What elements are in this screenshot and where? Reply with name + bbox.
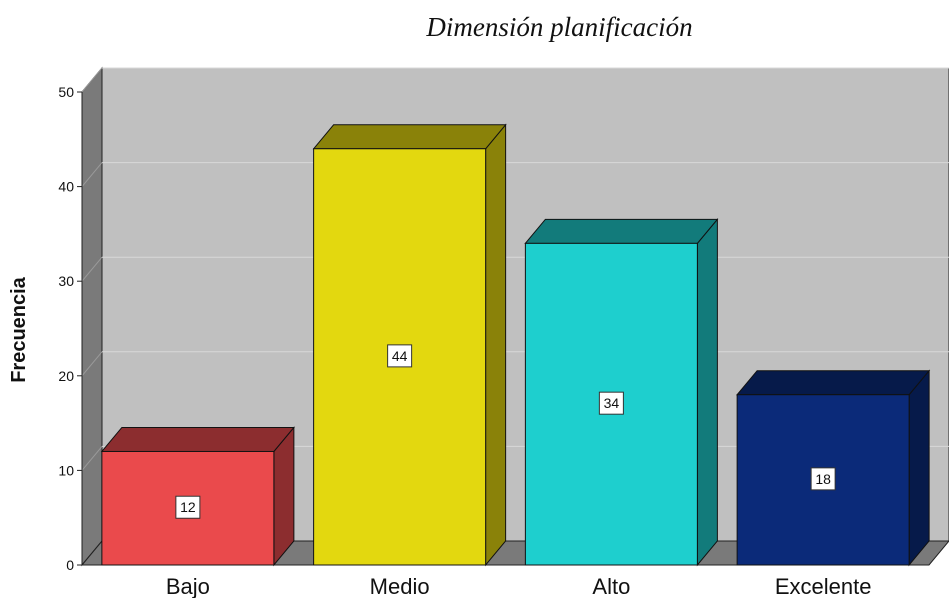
data-label: 18 — [815, 471, 831, 487]
gridline — [81, 446, 103, 471]
data-label: 44 — [392, 348, 408, 364]
y-tick-label: 10 — [58, 462, 74, 478]
bar-top — [100, 426, 295, 452]
bar-side — [485, 123, 507, 567]
x-axis-labels: Bajo Medio Alto Excelente — [166, 574, 872, 598]
data-label: 34 — [604, 395, 620, 411]
gridline — [81, 256, 103, 282]
data-label-box — [175, 495, 201, 519]
y-tick-label: 0 — [66, 557, 74, 573]
bar-bajo: 12 — [100, 426, 295, 567]
data-label: 12 — [180, 499, 196, 515]
gridline — [81, 67, 103, 93]
bar-excelente: 18 — [736, 369, 931, 567]
x-tick-label: Alto — [592, 574, 630, 598]
left-wall — [81, 66, 103, 567]
gridline — [81, 162, 103, 187]
bar-top — [736, 370, 931, 396]
data-label-box — [387, 344, 413, 368]
y-tick-label: 40 — [58, 179, 74, 195]
x-tick-label: Medio — [370, 574, 430, 598]
x-tick-label: Excelente — [775, 574, 872, 598]
y-tick-label: 20 — [58, 368, 74, 384]
bars: 12 44 34 18 — [100, 123, 931, 567]
y-tick-label: 50 — [58, 84, 74, 100]
y-axis-ticks: 0 10 20 30 40 50 — [58, 84, 83, 573]
bar-side — [908, 369, 930, 567]
bar-top — [312, 124, 507, 150]
gridline — [81, 351, 103, 377]
x-tick-label: Bajo — [166, 574, 210, 598]
bar-top — [524, 218, 719, 244]
y-axis-label: Frecuencia — [8, 276, 30, 382]
bar-side — [696, 217, 718, 567]
y-tick-label: 30 — [58, 273, 74, 289]
bar-medio: 44 — [312, 123, 507, 567]
data-label-box — [598, 391, 624, 415]
chart-title: Dimensión planificación — [426, 12, 693, 42]
data-label-box — [810, 467, 836, 491]
bar-alto: 34 — [524, 217, 719, 567]
